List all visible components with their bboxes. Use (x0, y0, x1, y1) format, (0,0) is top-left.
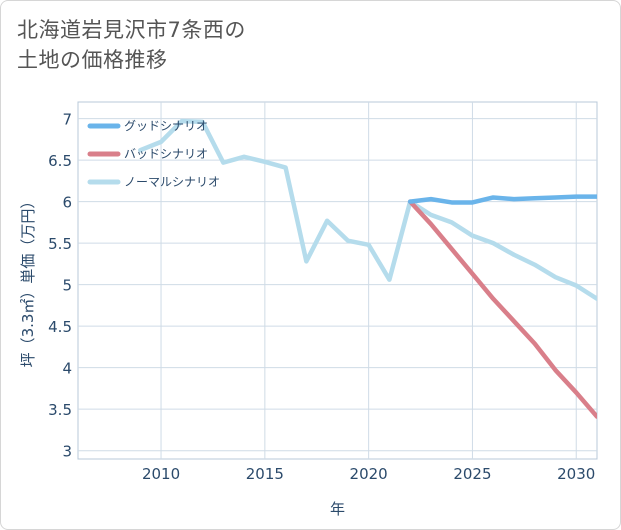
y-tick-label: 4 (62, 360, 72, 378)
x-tick-label: 2030 (557, 465, 595, 483)
x-tick-label: 2010 (142, 465, 180, 483)
grid-lines (78, 102, 597, 459)
chart-title-line1: 北海道岩見沢市7条西の (17, 18, 246, 42)
y-tick-label: 5.5 (48, 235, 72, 253)
x-tick-label: 2015 (246, 465, 284, 483)
x-tick-label: 2020 (350, 465, 388, 483)
y-tick-label: 3 (62, 443, 72, 461)
y-tick-label: 6 (62, 194, 72, 212)
legend-label-good: グッドシナリオ (124, 119, 208, 133)
chart-title: 北海道岩見沢市7条西の 土地の価格推移 (17, 15, 246, 75)
y-tick-label: 5 (62, 277, 72, 295)
x-axis-label: 年 (330, 500, 345, 518)
y-tick-label: 4.5 (48, 318, 72, 336)
y-axis-ticks: 3 3.5 4 4.5 5 5.5 6 6.5 7 (48, 111, 72, 461)
x-tick-label: 2025 (453, 465, 491, 483)
series-line-normal (138, 118, 597, 302)
y-axis-label: 坪（3.3㎡）単価（万円） (19, 194, 37, 368)
x-axis-ticks: 2010 2015 2020 2025 2030 (142, 465, 595, 483)
series-lines (138, 118, 597, 419)
series-line-bad (407, 199, 597, 419)
y-tick-label: 7 (62, 111, 72, 129)
y-tick-label: 3.5 (48, 401, 72, 419)
chart-title-line2: 土地の価格推移 (17, 48, 168, 72)
legend-label-bad: バッドシナリオ (124, 147, 208, 161)
y-tick-label: 6.5 (48, 152, 72, 170)
plot-area (77, 101, 598, 460)
legend-label-normal: ノーマルシナリオ (124, 175, 220, 189)
series-line-good (407, 194, 597, 205)
